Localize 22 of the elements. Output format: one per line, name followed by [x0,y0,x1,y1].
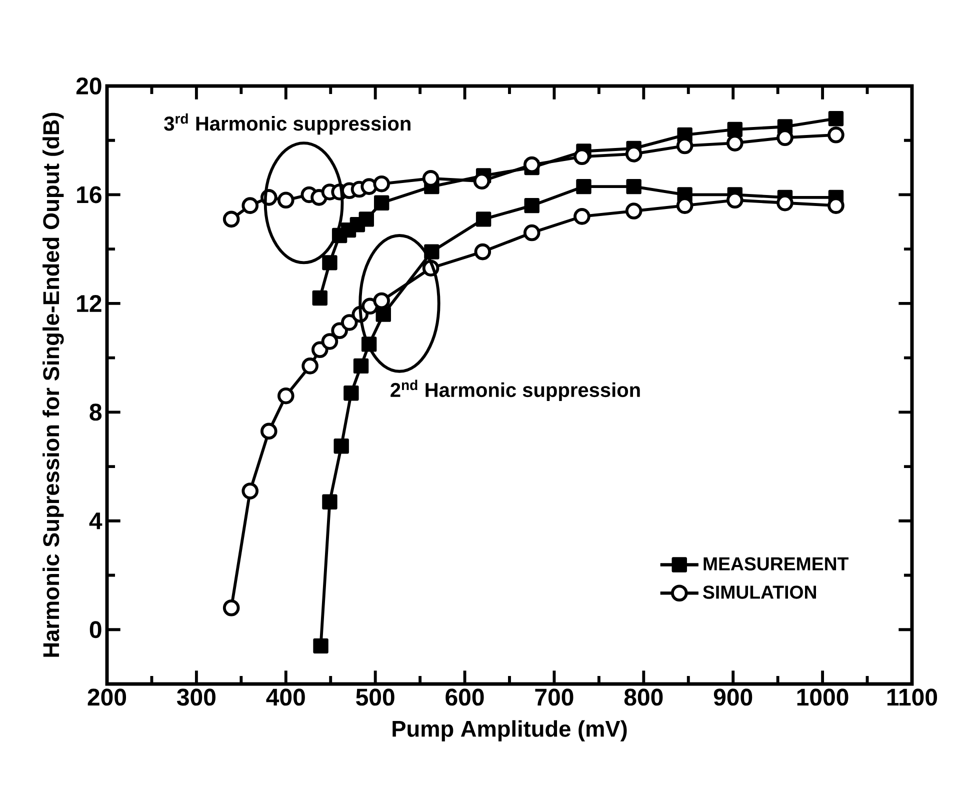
legend-label: SIMULATION [703,586,816,599]
y-tick-label: 0 [90,621,102,638]
x-tick-label: 800 [624,688,663,706]
x-tick-label: 300 [176,688,216,706]
y-tick-label: 20 [76,77,102,94]
legend-label: MEASUREMENT [704,557,848,570]
x-axis-title: Pump Amplitude (mV) [392,720,627,742]
x-tick-label: 400 [266,688,305,706]
y-tick-label: 12 [77,295,102,312]
x-tick-label: 1000 [797,688,848,706]
x-tick-label: 1100 [887,688,938,706]
annotation: 3$^{rd}$ Harmonic suppression [164,113,410,135]
x-tick-label: 600 [446,688,484,706]
x-tick-label: 200 [88,688,126,706]
annotation: 2$^{nd}$ Harmonic suppression [390,380,640,402]
y-tick-label: 16 [77,186,102,204]
x-tick-label: 900 [714,688,752,706]
y-axis-title: Harmonic Supression for Single-Ended Ouput (dB) [42,112,64,657]
y-tick-label: 4 [89,512,102,530]
x-tick-label: 700 [535,688,574,706]
x-tick-label: 500 [356,688,394,706]
y-tick-label: 8 [90,404,102,421]
